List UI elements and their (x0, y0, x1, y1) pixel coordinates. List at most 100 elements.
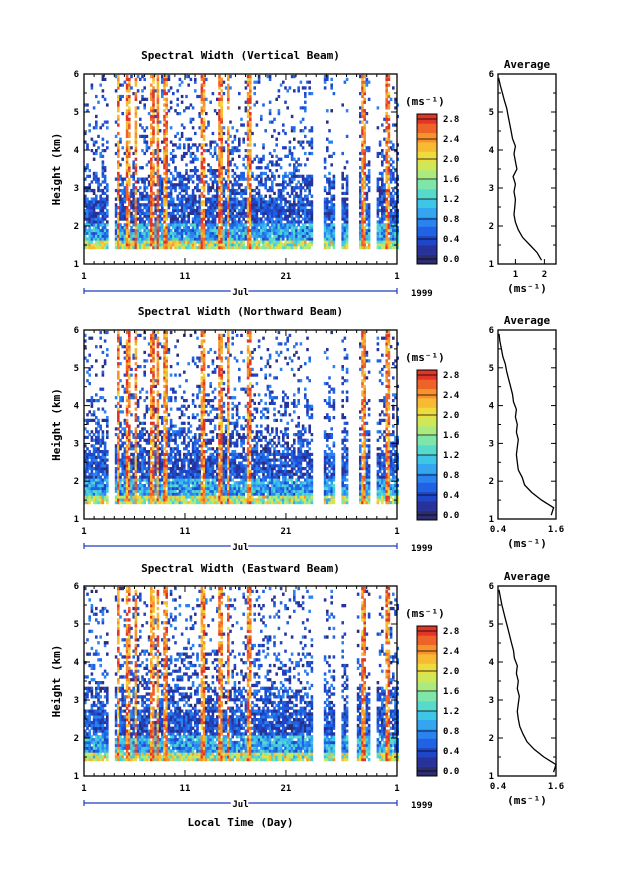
heatmap-cell (117, 80, 120, 84)
heatmap-cell (143, 151, 146, 156)
heatmap-cell (117, 228, 120, 233)
heatmap-cell (101, 373, 105, 377)
heatmap-cell (233, 206, 237, 210)
heatmap-cell (95, 234, 98, 238)
heatmap-cell (328, 246, 331, 250)
heatmap-cell (130, 211, 133, 215)
heatmap-cell (198, 228, 201, 233)
heatmap-cell (86, 217, 89, 221)
heatmap-cell (227, 134, 230, 138)
heatmap-cell (361, 160, 364, 164)
heatmap-cell (183, 143, 186, 147)
heatmap-cell (101, 208, 105, 213)
heatmap-cell (271, 171, 274, 176)
heatmap-cell (310, 174, 314, 178)
heatmap-cell (121, 444, 124, 448)
heatmap-cell (288, 234, 292, 238)
heatmap-cell (387, 137, 391, 141)
heatmap-cell (154, 231, 157, 235)
heatmap-cell (119, 481, 122, 485)
heatmap-cell (224, 234, 228, 238)
heatmap-cell (359, 243, 362, 247)
heatmap-cell (136, 234, 140, 238)
heatmap-cell (95, 94, 98, 99)
heatmap-cell (130, 234, 133, 238)
heatmap-cell (194, 208, 197, 213)
heatmap-cell (101, 243, 105, 247)
heatmap-cell (143, 433, 146, 437)
heatmap-cell (381, 226, 384, 230)
heatmap-cell (202, 123, 206, 127)
heatmap-cell (161, 223, 164, 227)
heatmap-cell (147, 237, 151, 241)
heatmap-cell (128, 359, 131, 363)
heatmap-cell (84, 240, 87, 244)
heatmap-cell (308, 174, 311, 178)
heatmap-cell (266, 240, 270, 244)
heatmap-cell (156, 166, 160, 170)
heatmap-cell (176, 226, 179, 230)
heatmap-cell (284, 146, 287, 150)
heatmap-cell (227, 77, 230, 81)
heatmap-cell (200, 74, 204, 79)
heatmap-cell (86, 228, 89, 233)
heatmap-cell (301, 174, 305, 178)
heatmap-cell (310, 137, 314, 141)
heatmap-cell (231, 220, 234, 224)
heatmap-cell (218, 86, 221, 90)
heatmap-cell (304, 197, 307, 201)
heatmap-cell (147, 174, 151, 178)
heatmap-cell (101, 123, 105, 127)
heatmap-cell (125, 208, 129, 213)
heatmap-cell (125, 126, 129, 130)
heatmap-cell (378, 243, 382, 247)
heatmap-cell (385, 106, 388, 110)
heatmap-cell (266, 211, 270, 215)
heatmap-cell (143, 137, 146, 141)
heatmap-cell (218, 154, 221, 158)
heatmap-cell (198, 223, 201, 227)
heatmap-cell (345, 231, 349, 235)
heatmap-cell (132, 200, 135, 204)
heatmap-cell (202, 171, 206, 176)
heatmap-cell (293, 171, 296, 176)
heatmap-cell (86, 246, 89, 250)
heatmap-cell (194, 246, 197, 250)
heatmap-cell (251, 203, 254, 207)
heatmap-cell (290, 157, 294, 161)
heatmap-cell (134, 336, 138, 340)
heatmap-cell (257, 243, 261, 247)
heatmap-cell (183, 206, 186, 210)
heatmap-cell (220, 94, 223, 99)
heatmap-cell (332, 226, 336, 230)
heatmap-cell (260, 183, 263, 187)
heatmap-cell (387, 174, 391, 178)
heatmap-cell (383, 234, 386, 238)
heatmap-cell (383, 200, 386, 204)
heatmap-cell (288, 226, 292, 230)
heatmap-cell (194, 234, 197, 238)
heatmap-cell (246, 234, 250, 238)
heatmap-cell (202, 126, 206, 130)
heatmap-cell (255, 243, 259, 247)
heatmap-cell (323, 240, 327, 244)
heatmap-cell (249, 97, 252, 101)
heatmap-cell (304, 208, 307, 213)
heatmap-cell (308, 92, 311, 96)
heatmap-cell (376, 226, 380, 230)
heatmap-cell (249, 106, 252, 110)
heatmap-cell (304, 177, 307, 181)
heatmap-cell (282, 217, 285, 221)
heatmap-cell (251, 188, 254, 193)
heatmap-cell (119, 237, 122, 241)
heatmap-cell (156, 109, 160, 113)
heatmap-cell (240, 171, 243, 176)
heatmap-cell (174, 220, 177, 224)
heatmap-cell (332, 203, 336, 207)
heatmap-cell (284, 174, 287, 178)
heatmap-cell (341, 186, 344, 190)
heatmap-cell (293, 177, 296, 181)
heatmap-cell (119, 183, 122, 187)
heatmap-cell (359, 200, 362, 204)
heatmap-cell (290, 226, 294, 230)
